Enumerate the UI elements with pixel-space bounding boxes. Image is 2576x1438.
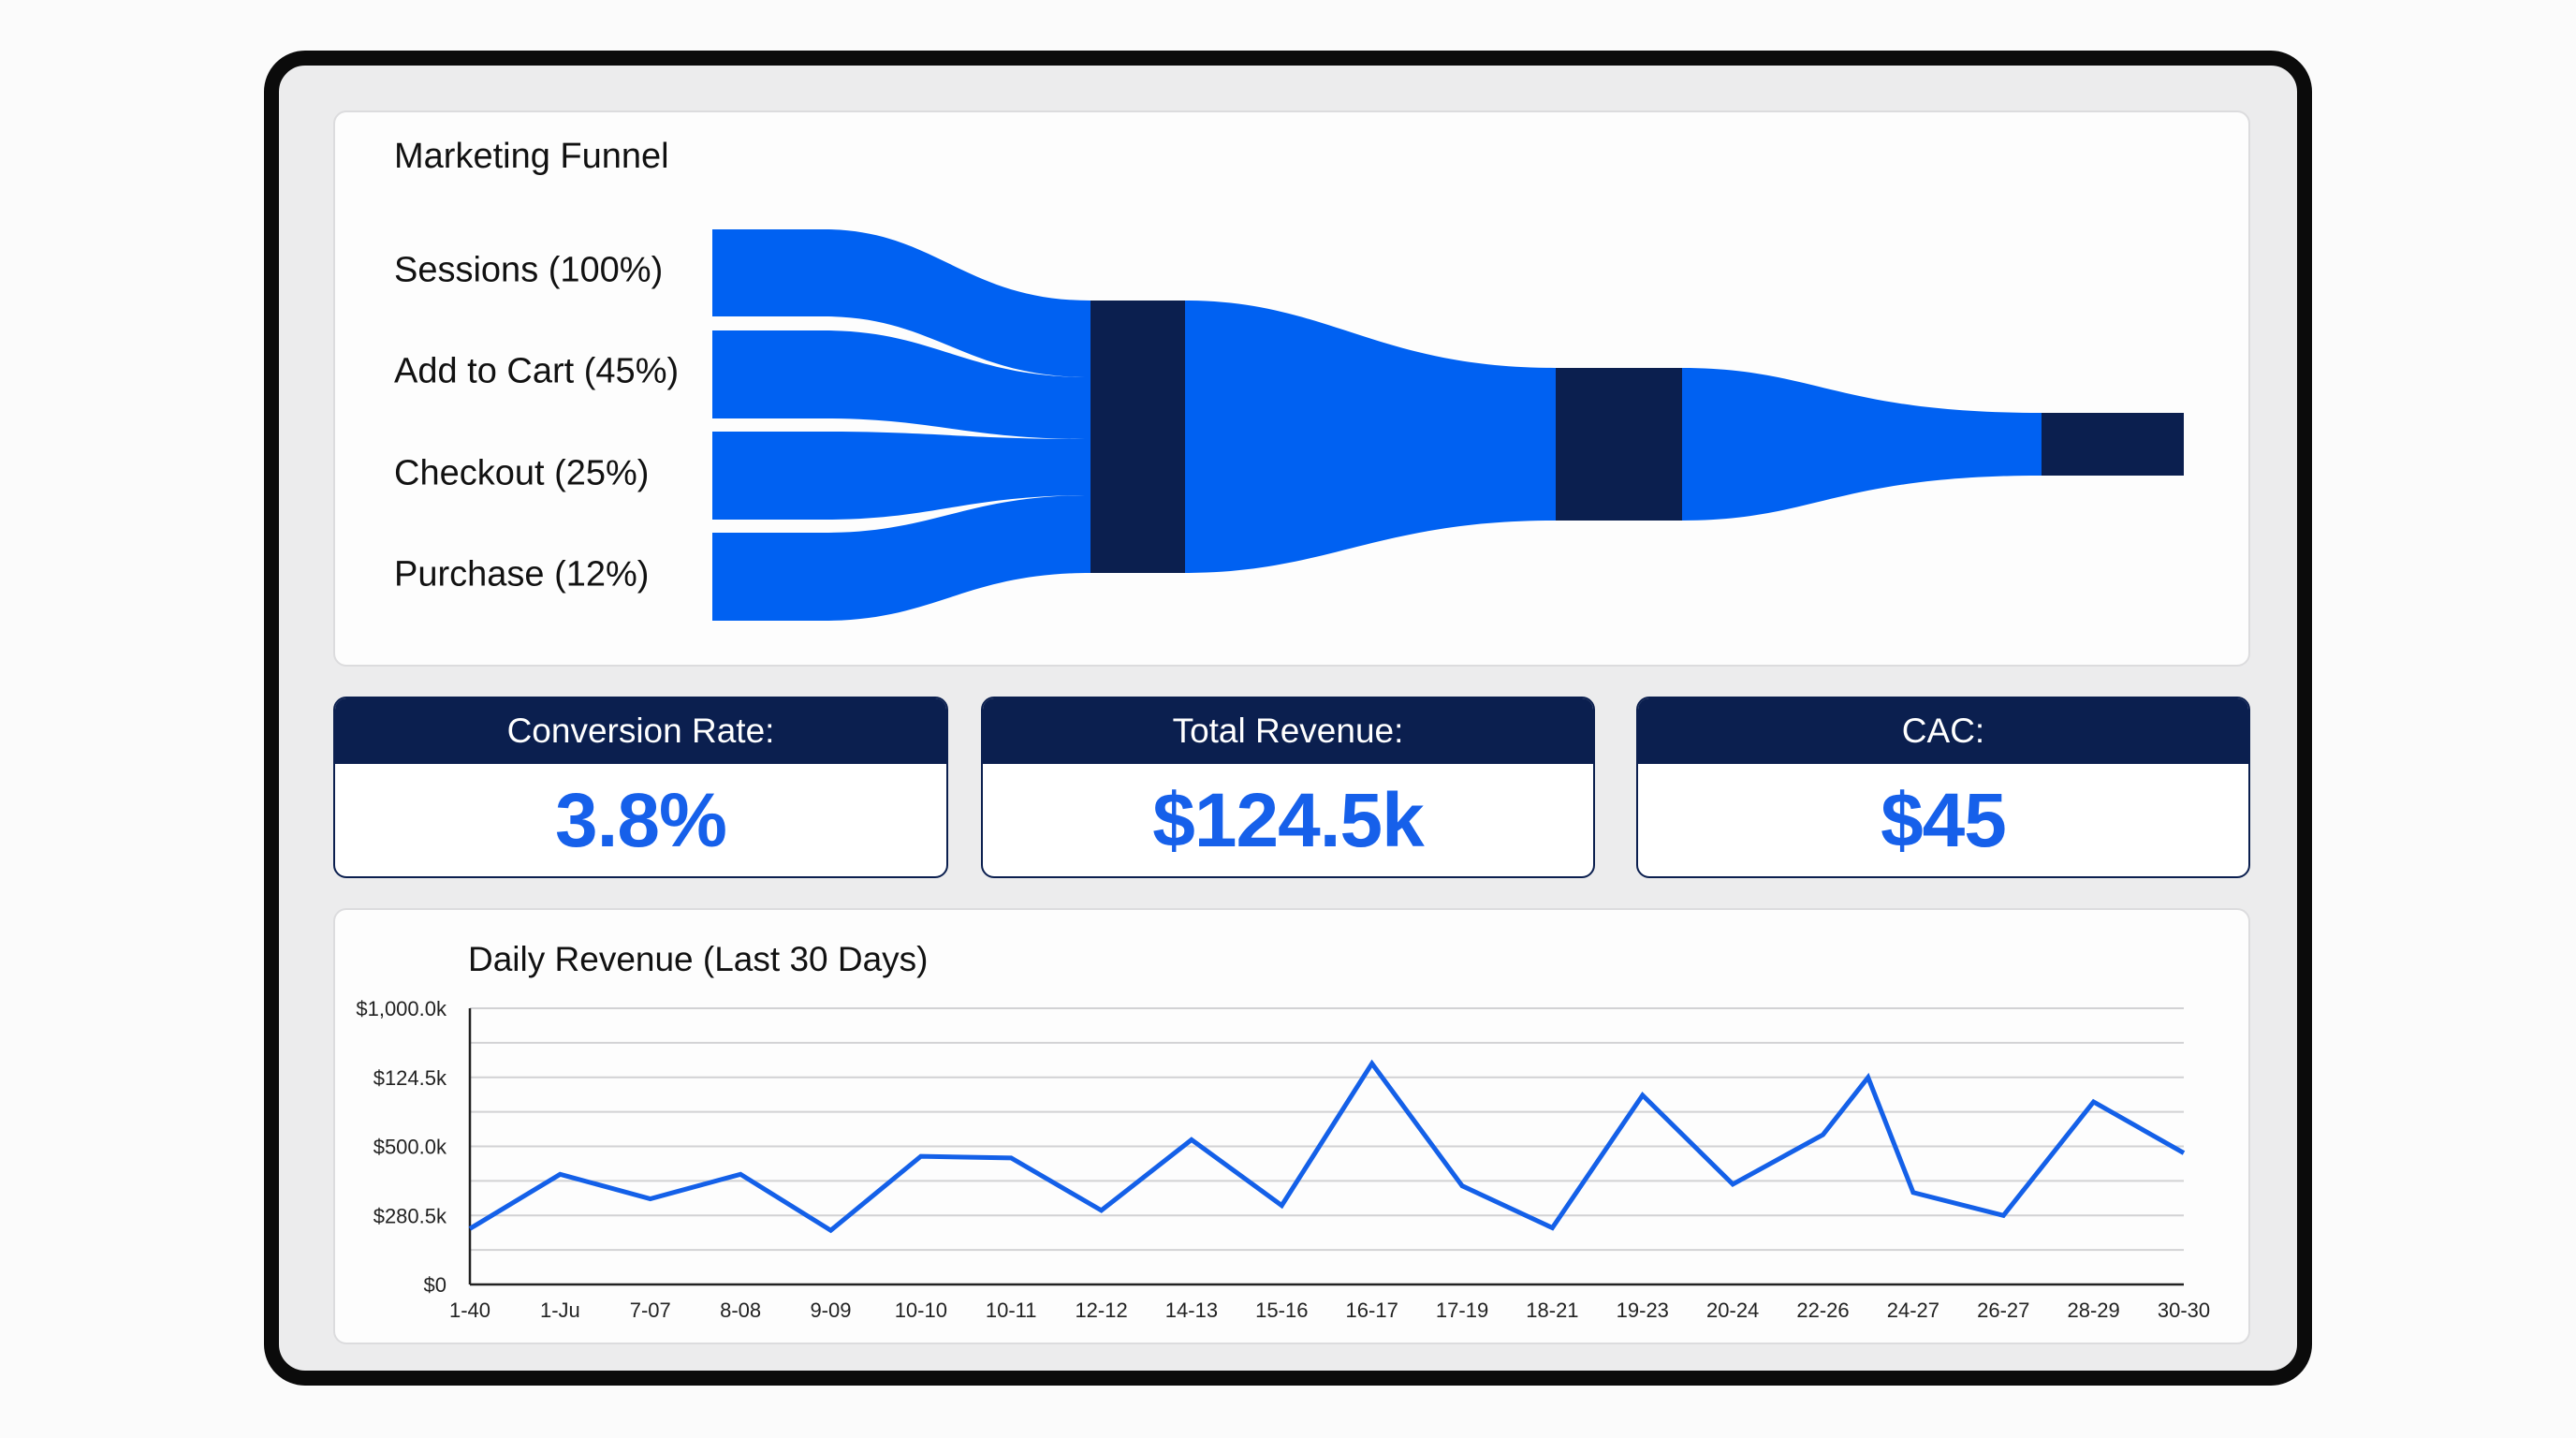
revenue-chart-title: Daily Revenue (Last 30 Days) xyxy=(468,940,929,978)
kpi-value: $45 xyxy=(1881,778,2007,863)
funnel-title: Marketing Funnel xyxy=(394,137,669,176)
kpi-card-conversion-rate: Conversion Rate: 3.8% xyxy=(333,697,948,878)
kpi-label: Total Revenue: xyxy=(983,698,1593,764)
kpi-card-total-revenue: Total Revenue: $124.5k xyxy=(981,697,1595,878)
kpi-label: Conversion Rate: xyxy=(335,698,946,764)
kpi-value: $124.5k xyxy=(1152,778,1424,863)
kpi-card-cac: CAC: $45 xyxy=(1636,697,2250,878)
funnel-stage-sessions: Sessions (100%) xyxy=(394,250,664,290)
funnel-stage-add-to-cart: Add to Cart (45%) xyxy=(394,351,680,391)
kpi-label: CAC: xyxy=(1638,698,2248,764)
funnel-stage-checkout: Checkout (25%) xyxy=(394,453,650,493)
funnel-stage-purchase: Purchase (12%) xyxy=(394,554,650,594)
kpi-value: 3.8% xyxy=(555,778,727,863)
